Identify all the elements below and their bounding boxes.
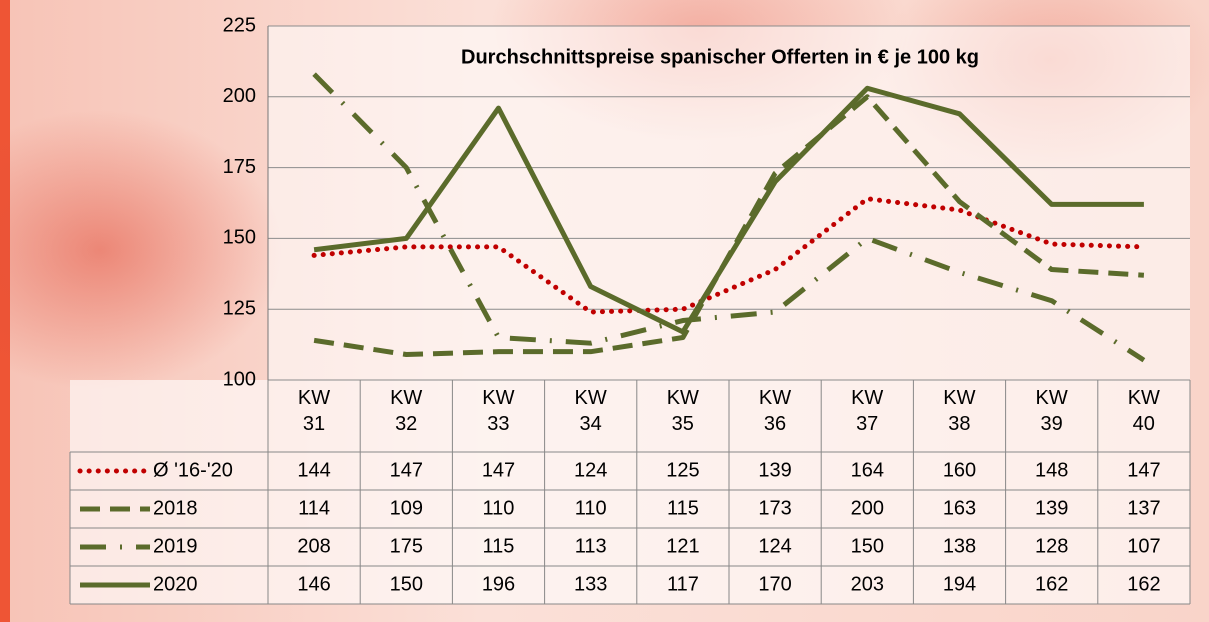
y-tick-label: 100 bbox=[223, 368, 256, 390]
plot-area bbox=[268, 26, 1190, 380]
table-value: 144 bbox=[297, 459, 330, 481]
table-value: 175 bbox=[390, 535, 423, 557]
x-tick-label: KW 37 bbox=[821, 385, 913, 437]
legend-label: 2018 bbox=[153, 497, 198, 519]
data-table-bg bbox=[70, 380, 1190, 604]
table-value: 200 bbox=[851, 497, 884, 519]
x-tick-text: KW 32 bbox=[390, 387, 423, 435]
table-value: 139 bbox=[758, 459, 791, 481]
table-value: 113 bbox=[575, 535, 607, 557]
x-tick-text: KW 35 bbox=[666, 387, 699, 435]
table-value: 147 bbox=[482, 459, 515, 481]
table-value: 133 bbox=[574, 573, 607, 595]
table-value: 150 bbox=[851, 535, 884, 557]
x-tick-label: KW 36 bbox=[729, 385, 821, 437]
x-tick-label: KW 40 bbox=[1098, 385, 1190, 437]
x-tick-text: KW 40 bbox=[1127, 387, 1160, 435]
table-value: 170 bbox=[758, 573, 791, 595]
table-value: 148 bbox=[1035, 459, 1068, 481]
table-value: 146 bbox=[297, 573, 330, 595]
y-tick-label: 125 bbox=[223, 297, 256, 319]
legend-label: 2020 bbox=[153, 573, 198, 595]
table-value: 121 bbox=[666, 535, 699, 557]
legend-label: Ø '16-'20 bbox=[153, 459, 233, 481]
table-value: 208 bbox=[297, 535, 330, 557]
y-tick-label: 225 bbox=[223, 14, 256, 36]
x-tick-label: KW 34 bbox=[545, 385, 637, 437]
x-tick-label: KW 33 bbox=[452, 385, 544, 437]
x-tick-text: KW 37 bbox=[851, 387, 884, 435]
series-line bbox=[312, 72, 1146, 363]
x-tick-label: KW 38 bbox=[913, 385, 1005, 437]
table-value: 196 bbox=[482, 573, 515, 595]
table-value: 194 bbox=[943, 573, 976, 595]
series-line bbox=[311, 196, 1147, 315]
table-value: 139 bbox=[1035, 497, 1068, 519]
table-value: 107 bbox=[1127, 535, 1160, 557]
table-value: 110 bbox=[575, 497, 607, 519]
x-tick-text: KW 31 bbox=[297, 387, 331, 435]
table-value: 128 bbox=[1035, 535, 1068, 557]
table-value: 109 bbox=[390, 497, 423, 519]
table-value: 163 bbox=[943, 497, 976, 519]
x-tick-text: KW 36 bbox=[758, 387, 792, 435]
series-line bbox=[313, 85, 1144, 335]
x-tick-text: KW 38 bbox=[943, 387, 976, 435]
table-value: 162 bbox=[1035, 573, 1068, 595]
table-value: 110 bbox=[483, 497, 515, 519]
table-value: 160 bbox=[943, 459, 976, 481]
x-tick-label: KW 32 bbox=[360, 385, 452, 437]
y-tick-label: 150 bbox=[223, 227, 256, 249]
table-value: 124 bbox=[758, 535, 791, 557]
table-value: 173 bbox=[758, 497, 791, 519]
x-tick-label: KW 39 bbox=[1006, 385, 1098, 437]
x-tick-text: KW 39 bbox=[1035, 387, 1068, 435]
table-value: 114 bbox=[298, 497, 330, 519]
table-value: 115 bbox=[667, 497, 699, 519]
table-value: 115 bbox=[483, 535, 515, 557]
y-tick-label: 200 bbox=[223, 85, 256, 107]
table-value: 125 bbox=[666, 459, 699, 481]
table-value: 147 bbox=[1127, 459, 1160, 481]
x-tick-label: KW 35 bbox=[637, 385, 729, 437]
table-value: 137 bbox=[1127, 497, 1160, 519]
table-value: 162 bbox=[1127, 573, 1160, 595]
chart-title: Durchschnittspreise spanischer Offerten … bbox=[461, 46, 979, 68]
table-value: 203 bbox=[851, 573, 884, 595]
y-tick-label: 175 bbox=[223, 156, 256, 178]
legend-label: 2019 bbox=[153, 535, 198, 557]
table-value: 124 bbox=[574, 459, 607, 481]
table-value: 150 bbox=[390, 573, 423, 595]
x-tick-label: KW 31 bbox=[268, 385, 360, 437]
table-value: 117 bbox=[667, 573, 699, 595]
x-tick-text: KW 34 bbox=[574, 387, 607, 435]
x-tick-text: KW 33 bbox=[482, 387, 515, 435]
table-value: 147 bbox=[390, 459, 423, 481]
table-value: 164 bbox=[851, 459, 884, 481]
table-value: 138 bbox=[943, 535, 976, 557]
